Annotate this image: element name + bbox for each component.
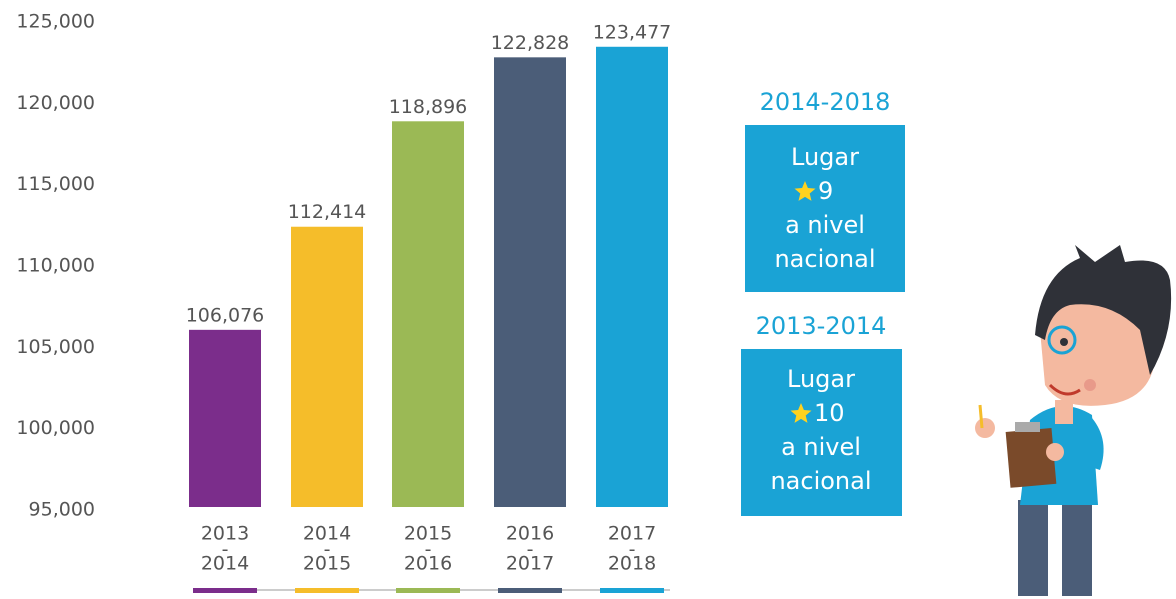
ranking-line: Lugar [787,365,855,393]
ranking-line: a nivel [781,433,861,461]
ranking-line: 10 [814,399,845,427]
bar [392,121,464,507]
value-label: 118,896 [389,96,468,118]
bar [189,330,261,507]
ranking-line: Lugar [791,143,859,171]
x-tick-label: 2015 [303,553,351,575]
x-tick-label: 2017 [506,553,554,575]
chart: 95,000 100,000 105,000 110,000 115,000 120,00… [0,0,1176,599]
x-tick-label: 2014 [201,553,249,575]
x-tick-label: 2016 [404,553,452,575]
y-tick-label: 125,000 [16,11,95,33]
value-label: 122,828 [491,32,570,54]
y-tick-label: 120,000 [16,92,95,114]
y-tick-label: 100,000 [16,417,95,439]
bar [494,57,566,507]
ranking-line: 9 [818,177,833,205]
y-tick-label: 110,000 [16,255,95,277]
value-label: 123,477 [593,21,672,43]
ranking-period: 2013-2014 [756,312,887,340]
ranking-line: nacional [774,245,875,273]
bar [291,227,363,507]
ranking-period: 2014-2018 [760,88,891,116]
category-underline [396,588,460,593]
value-label: 106,076 [186,304,265,326]
ranking-line: nacional [770,467,871,495]
y-tick-label: 105,000 [16,336,95,358]
category-underline [193,588,257,593]
bar [596,47,668,507]
character-illustration [975,245,1171,596]
page: {"chart_data": {"type": "bar", "categori… [0,0,1176,599]
category-underline [295,588,359,593]
ranking-line: a nivel [785,211,865,239]
x-tick-label: 2018 [608,553,656,575]
category-underline [600,588,664,593]
y-tick-label: 95,000 [29,499,95,521]
category-underline [498,588,562,593]
value-label: 112,414 [288,201,367,223]
y-tick-label: 115,000 [16,173,95,195]
